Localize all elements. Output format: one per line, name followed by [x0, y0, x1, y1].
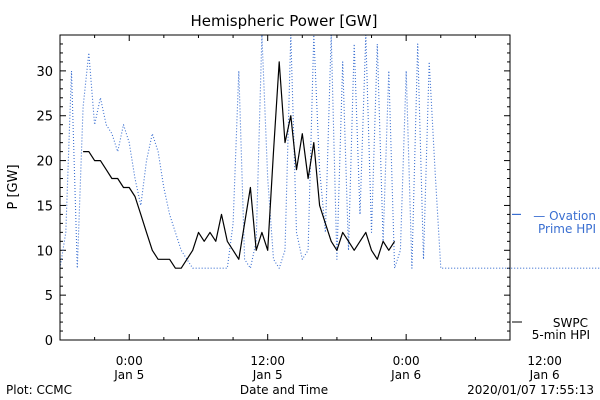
swpc-legend-label: SWPC	[553, 316, 588, 330]
ovation-legend-label: — Ovation	[533, 209, 596, 223]
ovation-line	[59, 34, 600, 269]
y-tick-label: 10	[36, 244, 53, 259]
x-tick-label-time: 12:00	[250, 354, 285, 368]
x-tick-label-date: Jan 6	[390, 368, 421, 382]
chart-title: Hemispheric Power [GW]	[191, 12, 378, 30]
x-tick-label-date: Jan 5	[252, 368, 283, 382]
y-tick-label: 30	[36, 65, 53, 80]
plot-timestamp: 2020/01/07 17:55:13	[467, 383, 594, 397]
x-tick-label-date: Jan 6	[529, 368, 560, 382]
swpc-line	[83, 61, 396, 269]
ovation-legend-label: Prime HPI	[538, 222, 596, 236]
y-tick-label: 20	[36, 155, 53, 170]
x-tick-label-time: 0:00	[393, 354, 420, 368]
y-tick-label: 0	[45, 334, 53, 349]
x-tick-label-time: 12:00	[527, 354, 562, 368]
plot-frame	[59, 34, 511, 341]
x-axis-label: Date and Time	[240, 383, 328, 397]
y-axis-ticks: 0 5 10 15 20 25 30	[36, 34, 510, 349]
plot-credit: Plot: CCMC	[6, 383, 72, 397]
ovation-series	[59, 34, 600, 269]
y-tick-label: 25	[36, 110, 53, 125]
y-tick-label: 5	[45, 289, 53, 304]
y-tick-label: 15	[36, 199, 53, 214]
x-tick-label-date: Jan 5	[113, 368, 144, 382]
x-tick-label-time: 0:00	[116, 354, 143, 368]
swpc-series	[83, 61, 396, 269]
y-axis-label: P [GW]	[6, 164, 21, 209]
swpc-legend-label: 5-min HPI	[532, 328, 590, 342]
